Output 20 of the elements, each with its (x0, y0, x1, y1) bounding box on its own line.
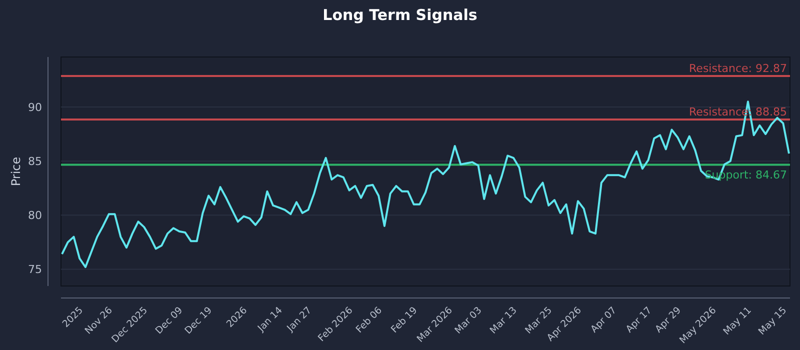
x-tick-label: Apr 17 (624, 305, 654, 336)
x-tick-label: Nov 26 (83, 305, 115, 337)
line-series (61, 100, 790, 268)
y-tick-label: 85 (28, 154, 42, 168)
x-tick-label: Jan 27 (284, 305, 314, 335)
x-tick-label: Feb 06 (354, 305, 384, 336)
y-tick-label: 90 (28, 100, 42, 114)
x-tick-label: Dec 09 (154, 305, 186, 337)
x-tick-label: Mar 03 (452, 305, 484, 336)
x-tick-label: Dec 19 (182, 305, 214, 337)
x-tick-label: Feb 19 (389, 305, 420, 336)
x-tick-label: Apr 29 (653, 305, 684, 336)
y-tick-label: 75 (28, 263, 42, 276)
x-tick-label: Apr 07 (588, 305, 619, 336)
ref-line-label: Resistance: 92.87 (689, 62, 787, 76)
x-tick-label: Jan 14 (255, 305, 285, 335)
x-tick-label: Mar 13 (488, 305, 520, 336)
chart-title: Long Term Signals (322, 6, 478, 24)
y-tick-label: 80 (28, 209, 42, 222)
y-axis-title: Price (9, 156, 23, 186)
